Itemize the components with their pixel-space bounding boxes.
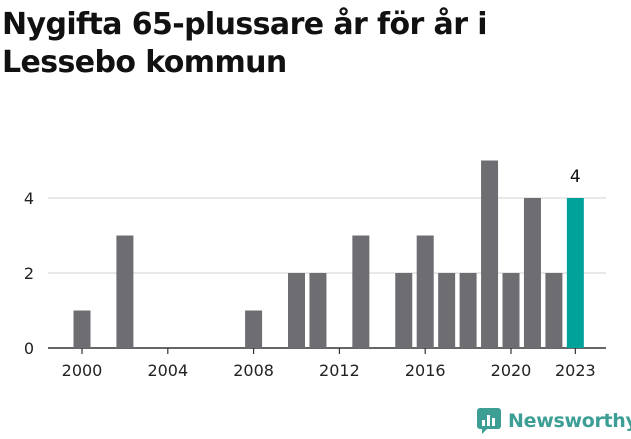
bar-2018 bbox=[459, 273, 477, 348]
x-tick-label: 2016 bbox=[405, 361, 446, 380]
x-tick-label: 2020 bbox=[491, 361, 532, 380]
bar-2008 bbox=[245, 310, 263, 348]
bar-2000 bbox=[73, 310, 91, 348]
bar-2016 bbox=[416, 235, 434, 348]
x-tick-label: 2023 bbox=[555, 361, 596, 380]
bar-2021 bbox=[523, 198, 541, 348]
newsworthy-logo-icon bbox=[477, 408, 501, 434]
bar-2013 bbox=[352, 235, 370, 348]
x-tick-label: 2000 bbox=[62, 361, 103, 380]
x-axis-ticks: 2000 2004 2008 2012 2016 2020 2023 bbox=[62, 348, 596, 380]
bar-highlight-2023 bbox=[566, 198, 584, 348]
y-axis-ticks: 0 2 4 bbox=[24, 189, 34, 358]
y-tick-label: 2 bbox=[24, 264, 34, 283]
bar-2020 bbox=[502, 273, 520, 348]
bar-2022 bbox=[545, 273, 563, 348]
y-tick-label: 0 bbox=[24, 339, 34, 358]
data-label-highlight: 4 bbox=[570, 167, 581, 187]
bars bbox=[73, 160, 584, 348]
newsworthy-brand: Newsworthy bbox=[476, 406, 631, 436]
y-tick-label: 4 bbox=[24, 189, 34, 208]
bar-2010 bbox=[288, 273, 305, 348]
bar-2011 bbox=[309, 273, 327, 348]
chart-title: Nygifta 65-plussare år för år i Lessebo … bbox=[2, 7, 488, 80]
bar-2002 bbox=[116, 235, 134, 348]
bar-2015 bbox=[395, 273, 413, 348]
data-labels: 4 bbox=[570, 167, 581, 187]
x-tick-label: 2004 bbox=[147, 361, 188, 380]
x-tick-label: 2008 bbox=[233, 361, 274, 380]
x-tick-label: 2012 bbox=[319, 361, 360, 380]
bar-2019 bbox=[481, 160, 499, 348]
brand-name: Newsworthy bbox=[508, 410, 631, 432]
bar-2017 bbox=[438, 273, 456, 348]
